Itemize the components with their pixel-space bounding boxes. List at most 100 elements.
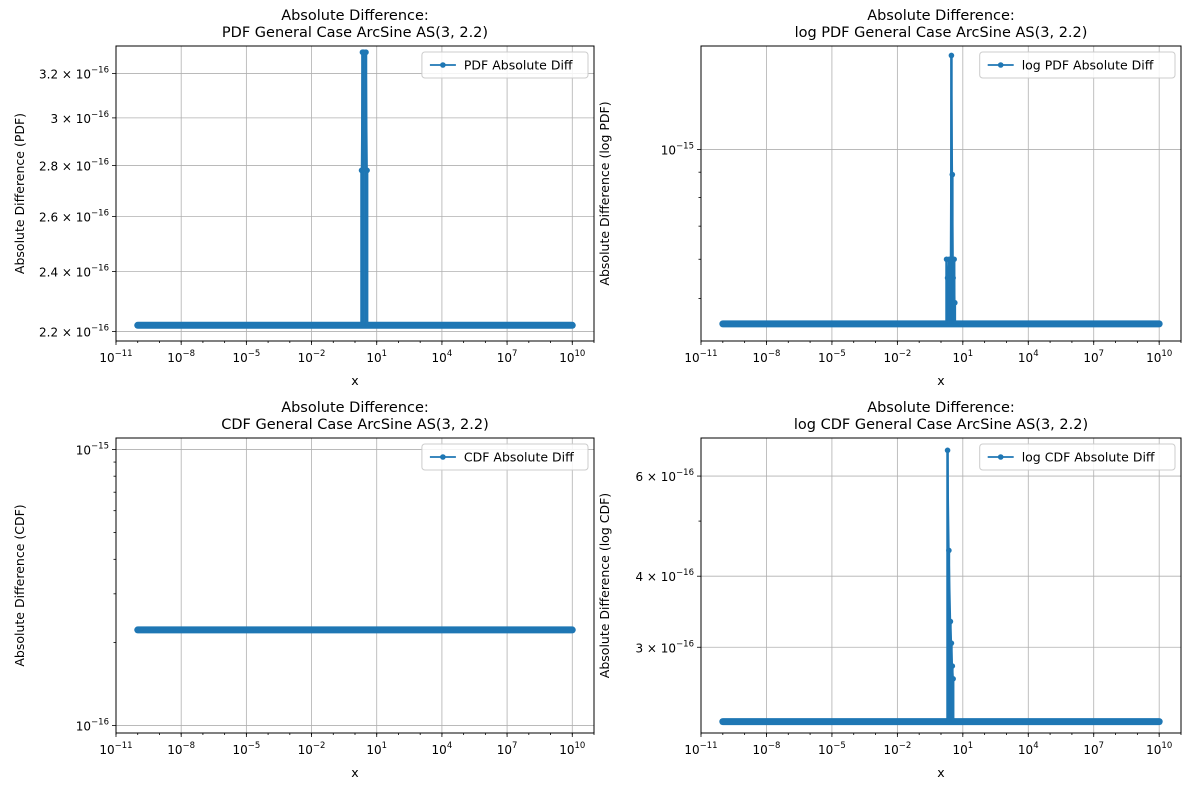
legend-box: [979, 51, 1176, 79]
legend: log CDF Absolute Diff: [979, 443, 1176, 471]
legend-marker-swatch: [997, 62, 1004, 68]
x-tick-label: 1010: [1146, 741, 1172, 757]
y-tick-label: 10−16: [76, 718, 109, 734]
x-tick-label: 10−5: [232, 349, 260, 365]
x-tick-label: 104: [1018, 349, 1039, 365]
legend-marker-swatch: [997, 454, 1004, 460]
spike-connector: [360, 51, 368, 171]
series-line: [134, 626, 576, 634]
chart-title-line: Absolute Difference:: [281, 8, 429, 24]
x-tick-label: 101: [952, 349, 973, 365]
data-point: [1155, 719, 1161, 725]
x-tick-label: 101: [366, 741, 387, 757]
x-tick-label: 10−5: [818, 349, 846, 365]
x-tick-label: 10−8: [167, 741, 195, 757]
data-point: [567, 322, 573, 328]
x-tick-label: 10−8: [753, 741, 781, 757]
chart-title-line: log PDF General Case ArcSine AS(3, 2.2): [795, 25, 1088, 41]
legend-label: log PDF Absolute Diff: [1022, 58, 1154, 73]
subplot-3: 10−11 10−8 10−5 10−2 101 104 107 1010 10−16 10−15…: [12, 400, 595, 780]
y-axis-label: Absolute Difference (CDF): [12, 504, 27, 666]
x-axis-label: x: [937, 765, 944, 780]
x-tick-label: 10−11: [99, 741, 132, 757]
x-tick-label: 10−11: [684, 741, 717, 757]
legend-marker-swatch: [440, 454, 446, 460]
x-tick-label: 101: [952, 741, 973, 757]
x-tick-label: 10−8: [167, 349, 195, 365]
y-axis-label: Absolute Difference (log CDF): [597, 493, 612, 678]
legend: log PDF Absolute Diff: [979, 51, 1176, 79]
spike-point: [952, 299, 958, 306]
x-tick-label: 107: [497, 741, 518, 757]
x-axis-label: x: [351, 765, 358, 780]
spike-connector: [945, 55, 956, 303]
series-markers: [720, 321, 1161, 327]
x-tick-label: 1010: [1146, 349, 1172, 365]
axes-frame: [115, 45, 595, 342]
x-tick-label: 1010: [559, 349, 585, 365]
series-line: [719, 447, 1163, 726]
y-tick-label: 2.8 × 10−16: [39, 157, 109, 173]
axes-frame: [115, 437, 595, 734]
y-tick-label: 2.6 × 10−16: [39, 208, 109, 224]
legend: PDF Absolute Diff: [421, 51, 589, 79]
legend-label: CDF Absolute Diff: [464, 450, 574, 465]
series-markers: [135, 322, 573, 328]
series-markers: [720, 719, 1161, 725]
x-axis-label: x: [351, 373, 358, 388]
x-tick-label: 10−11: [99, 349, 132, 365]
y-tick-label: 10−15: [76, 441, 109, 457]
legend-box: [421, 443, 589, 471]
legend-box: [979, 443, 1176, 471]
y-tick-label: 3 × 10−16: [635, 639, 694, 655]
x-tick-label: 104: [432, 349, 453, 365]
chart-title-line: Absolute Difference:: [281, 400, 429, 416]
x-tick-label: 101: [366, 349, 387, 365]
x-tick-label: 10−8: [753, 349, 781, 365]
axes-frame: [700, 437, 1182, 734]
y-tick-label: 10−15: [661, 142, 694, 158]
legend-label: log CDF Absolute Diff: [1022, 450, 1155, 465]
x-tick-label: 107: [1083, 741, 1104, 757]
axes-frame: [700, 45, 1182, 342]
series-markers: [135, 627, 573, 633]
x-tick-label: 10−5: [232, 741, 260, 757]
subplot-2: 10−11 10−8 10−5 10−2 101 104 107 1010 10−15 Absol…: [597, 8, 1182, 388]
chart-title-line: PDF General Case ArcSine AS(3, 2.2): [222, 25, 488, 41]
data-point: [1155, 321, 1161, 327]
x-tick-label: 1010: [559, 741, 585, 757]
x-tick-label: 104: [432, 741, 453, 757]
spike-point: [944, 447, 951, 454]
x-tick-label: 10−2: [883, 741, 911, 757]
x-tick-label: 107: [497, 349, 518, 365]
spike-connector: [946, 450, 954, 679]
legend: CDF Absolute Diff: [421, 443, 589, 471]
spike-point: [364, 167, 370, 174]
x-tick-label: 107: [1083, 349, 1104, 365]
x-axis-label: x: [937, 373, 944, 388]
spike-point: [950, 676, 956, 682]
legend-box: [421, 51, 589, 79]
legend-marker-swatch: [440, 62, 446, 68]
x-tick-label: 10−11: [684, 349, 717, 365]
y-axis-label: Absolute Difference (log PDF): [597, 101, 612, 285]
chart-title-line: Absolute Difference:: [867, 400, 1015, 416]
y-tick-label: 3.2 × 10−16: [39, 65, 109, 81]
y-tick-label: 3 × 10−16: [50, 110, 109, 126]
series-line: [134, 49, 576, 329]
y-tick-label: 6 × 10−16: [635, 468, 694, 484]
chart-title-line: CDF General Case ArcSine AS(3, 2.2): [221, 417, 489, 433]
x-tick-label: 10−2: [298, 349, 326, 365]
subplot-1: 10−11 10−8 10−5 10−2 101 104 107 1010 2.2 × 10−1…: [12, 8, 595, 388]
y-tick-label: 2.4 × 10−16: [39, 264, 109, 280]
y-axis-label: Absolute Difference (PDF): [12, 113, 27, 274]
data-point: [567, 627, 573, 633]
y-tick-label: 4 × 10−16: [635, 568, 694, 584]
x-tick-label: 104: [1018, 741, 1039, 757]
chart-title-line: log CDF General Case ArcSine AS(3, 2.2): [794, 417, 1088, 433]
x-tick-label: 10−2: [298, 741, 326, 757]
x-tick-label: 10−2: [883, 349, 911, 365]
legend-label: PDF Absolute Diff: [464, 58, 573, 73]
y-tick-label: 2.2 × 10−16: [39, 324, 109, 340]
